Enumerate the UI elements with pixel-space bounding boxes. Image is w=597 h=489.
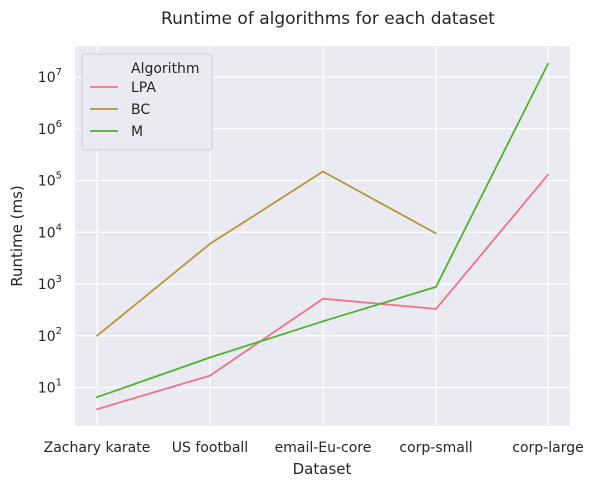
grid-lines bbox=[75, 46, 570, 426]
legend-label: BC bbox=[131, 102, 150, 118]
data-point-lpa bbox=[96, 408, 98, 411]
data-point-lpa bbox=[547, 173, 549, 176]
data-point-bc bbox=[96, 334, 98, 337]
x-axis-label: Dataset bbox=[293, 460, 352, 478]
legend-label: M bbox=[131, 124, 143, 140]
legend-title: Algorithm bbox=[131, 61, 200, 77]
y-tick-label: 101 bbox=[38, 377, 62, 396]
legend-box bbox=[81, 53, 213, 151]
y-tick-label: 102 bbox=[38, 326, 62, 345]
data-point-m bbox=[209, 356, 211, 359]
data-point-lpa bbox=[435, 308, 437, 310]
data-point-bc bbox=[209, 242, 211, 245]
data-point-lpa bbox=[209, 374, 211, 377]
x-tick-label: corp-large bbox=[512, 440, 583, 456]
data-point-bc bbox=[322, 170, 324, 173]
y-tick-label: 103 bbox=[38, 274, 62, 293]
x-tick-label: corp-small bbox=[399, 440, 472, 456]
data-point-lpa bbox=[322, 297, 324, 300]
data-point-m bbox=[322, 320, 324, 323]
x-tick-label: US football bbox=[172, 440, 248, 456]
data-point-m bbox=[435, 286, 437, 288]
y-tick-label: 104 bbox=[38, 222, 62, 241]
x-tick-label: email-Eu-core bbox=[275, 440, 372, 456]
y-tick-label: 105 bbox=[38, 171, 62, 190]
data-point-m bbox=[96, 396, 98, 399]
y-tick-label: 106 bbox=[38, 119, 62, 138]
y-axis-label: Runtime (ms) bbox=[8, 185, 26, 287]
axes: Zachary karate US football email-Eu-core co… bbox=[38, 67, 584, 456]
chart-title: Runtime of algorithms for each dataset bbox=[161, 9, 495, 29]
legend: Algorithm LPA BC M bbox=[81, 53, 213, 151]
data-point-m bbox=[547, 63, 549, 65]
legend-label: LPA bbox=[131, 80, 156, 96]
y-tick-label: 107 bbox=[38, 67, 62, 86]
data-point-bc bbox=[435, 232, 437, 235]
series-line-bc bbox=[96, 170, 437, 337]
series-lines bbox=[96, 63, 549, 411]
x-tick-label: Zachary karate bbox=[44, 440, 151, 456]
